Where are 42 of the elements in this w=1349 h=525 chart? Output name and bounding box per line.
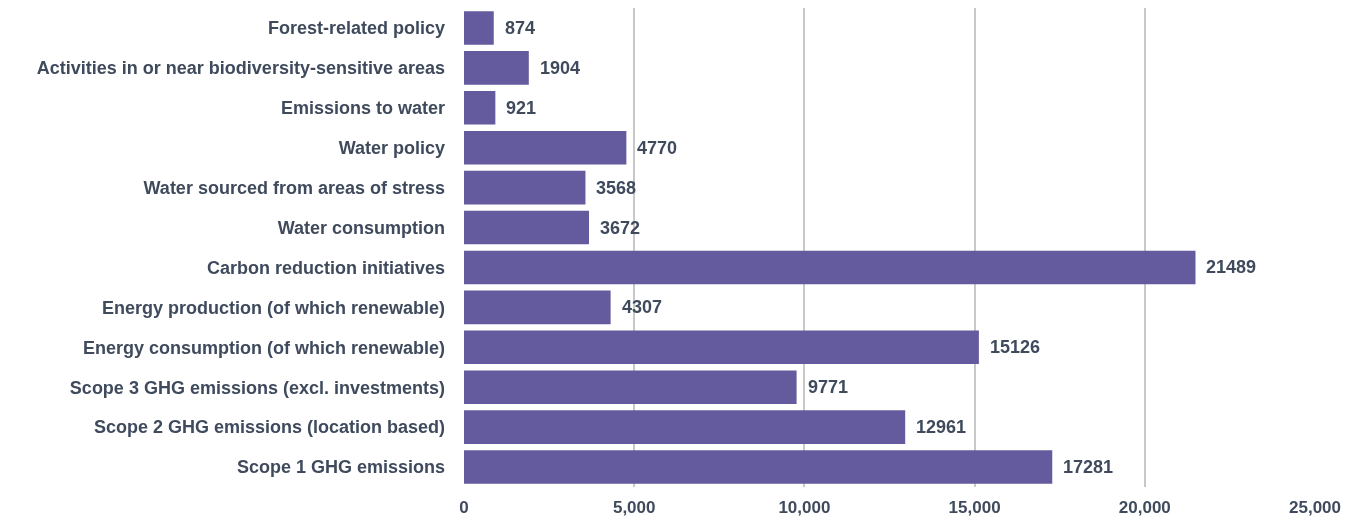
data-label: 3672 [600,218,641,238]
y-tick-label: Scope 1 GHG emissions [236,457,445,478]
data-label: 3568 [596,178,637,198]
y-tick-label: Scope 3 GHG emissions (excl. investments) [69,377,445,398]
y-tick-label: Water consumption [277,217,445,238]
data-label: 17281 [1063,457,1114,477]
bar [464,450,1053,484]
x-tick-label: 5,000 [612,498,656,517]
y-tick-label: Water policy [338,138,445,159]
data-label: 15126 [990,337,1041,357]
y-tick-label: Energy production (of which renewable) [101,297,445,318]
x-tick-label: 15,000 [948,498,1001,517]
bar [464,91,496,125]
y-tick-label: Activities in or near biodiversity-sensitive areas [36,58,445,79]
y-tick-label: Scope 2 GHG emissions (location based) [93,417,445,438]
x-tick-label: 10,000 [778,498,831,517]
bar [464,210,589,245]
y-tick-label: Forest-related policy [267,18,445,39]
bar [464,130,627,165]
data-label: 4770 [637,138,678,158]
y-tick-label: Energy consumption (of which renewable) [82,337,445,358]
x-tick-label: 20,000 [1118,498,1171,517]
bar [464,11,494,45]
bar [464,290,611,325]
bar [464,170,586,205]
x-tick-label: 25,000 [1289,498,1341,517]
data-label: 21489 [1206,257,1257,277]
y-tick-label: Emissions to water [280,98,445,119]
x-tick-label: 0 [459,498,469,517]
data-label: 4307 [622,297,663,317]
data-label: 921 [506,98,537,118]
data-label: 1904 [540,58,581,78]
bar [464,410,906,444]
bar [464,330,979,365]
data-label: 12961 [916,417,967,437]
data-label: 9771 [808,377,849,397]
y-tick-label: Carbon reduction initiatives [206,257,445,278]
data-label: 874 [505,18,536,38]
y-tick-label: Water sourced from areas of stress [143,177,445,198]
bar [464,51,529,85]
bar [464,370,797,404]
bar [464,250,1196,285]
